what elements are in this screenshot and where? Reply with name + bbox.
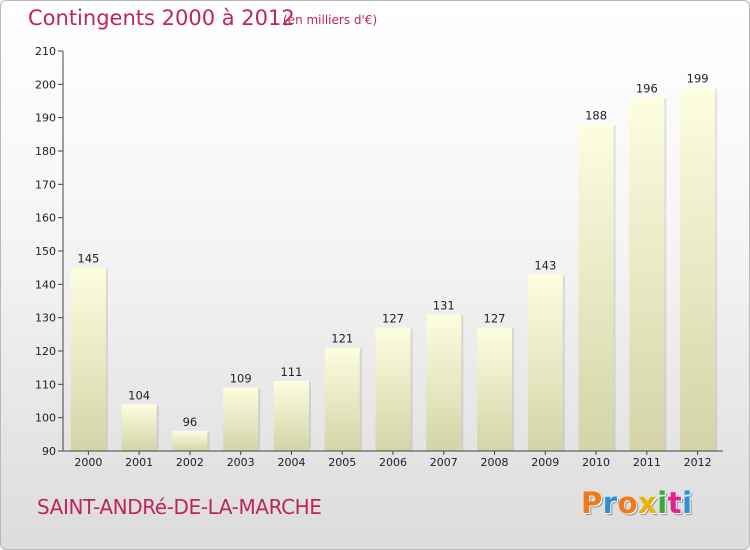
bar-2006 (375, 327, 411, 451)
y-tick-label: 170 (35, 178, 56, 191)
data-label-2010: 188 (585, 108, 607, 122)
bar-2000 (70, 267, 106, 451)
y-tick-label: 120 (35, 345, 56, 358)
logo-letter: P (581, 486, 603, 520)
y-tick-label: 110 (35, 378, 56, 391)
x-tick-label-2002: 2002 (176, 456, 204, 469)
bar-2003 (223, 387, 259, 451)
logo-letter: i (682, 486, 693, 520)
y-tick-label: 140 (35, 278, 56, 291)
x-tick-label-2012: 2012 (684, 456, 712, 469)
x-tick-label-2006: 2006 (379, 456, 407, 469)
y-tick-label: 200 (35, 78, 56, 91)
data-label-2008: 127 (484, 312, 506, 326)
logo-letter: t (667, 486, 683, 520)
x-tick-label-2008: 2008 (481, 456, 509, 469)
data-label-2003: 109 (230, 372, 252, 386)
bar-2001 (121, 404, 157, 451)
bar-2002 (172, 431, 208, 451)
data-label-2005: 121 (331, 332, 353, 346)
x-tick-label-2005: 2005 (328, 456, 356, 469)
chart-unit: (en milliers d'€) (283, 13, 378, 27)
proxiti-logo: Proxiti (581, 486, 693, 520)
data-label-2009: 143 (534, 258, 556, 272)
y-tick-label: 150 (35, 245, 56, 258)
chart-title: Contingents 2000 à 2012 (28, 6, 295, 30)
data-label-2004: 111 (280, 365, 302, 379)
x-tick-label-2004: 2004 (277, 456, 305, 469)
y-tick-label: 180 (35, 145, 56, 158)
bar-2012 (680, 87, 716, 452)
commune-name: SAINT-ANDRé-DE-LA-MARCHE (37, 495, 322, 519)
x-tick-label-2010: 2010 (582, 456, 610, 469)
y-tick-label: 160 (35, 212, 56, 225)
x-tick-label-2011: 2011 (633, 456, 661, 469)
bar-2008 (477, 327, 513, 451)
x-tick-label-2009: 2009 (531, 456, 559, 469)
data-label-2012: 199 (687, 72, 709, 86)
bar-2007 (426, 314, 462, 451)
logo-letter: i (657, 486, 668, 520)
y-tick-label: 130 (35, 312, 56, 325)
x-tick-label-2003: 2003 (227, 456, 255, 469)
data-label-2002: 96 (183, 415, 198, 429)
axes-group: 90 100 110 120 130 140 150 160 170 180 190 200 210 20… (35, 45, 723, 469)
bar-2004 (273, 381, 309, 451)
data-label-2000: 145 (77, 252, 99, 266)
data-label-2006: 127 (382, 312, 404, 326)
data-label-2007: 131 (433, 298, 455, 312)
bar-2010 (578, 124, 614, 451)
y-tick-label: 210 (35, 45, 56, 58)
logo-letter: x (638, 486, 658, 520)
data-label-2001: 104 (128, 388, 150, 402)
bar-2009 (527, 274, 563, 451)
x-tick-label-2007: 2007 (430, 456, 458, 469)
y-tick-label: 90 (42, 445, 56, 458)
logo-letter: r (602, 486, 618, 520)
data-label-2011: 196 (636, 82, 658, 96)
logo-letter: o (617, 486, 639, 520)
bar-2005 (324, 347, 360, 451)
x-tick-label-2000: 2000 (74, 456, 102, 469)
y-tick-label: 190 (35, 112, 56, 125)
bar-2011 (629, 97, 665, 452)
bars-group: 145 104 96 109 111 121 127 131 127 143 188 196 199 (70, 72, 718, 452)
y-tick-label: 100 (35, 412, 56, 425)
x-tick-label-2001: 2001 (125, 456, 153, 469)
